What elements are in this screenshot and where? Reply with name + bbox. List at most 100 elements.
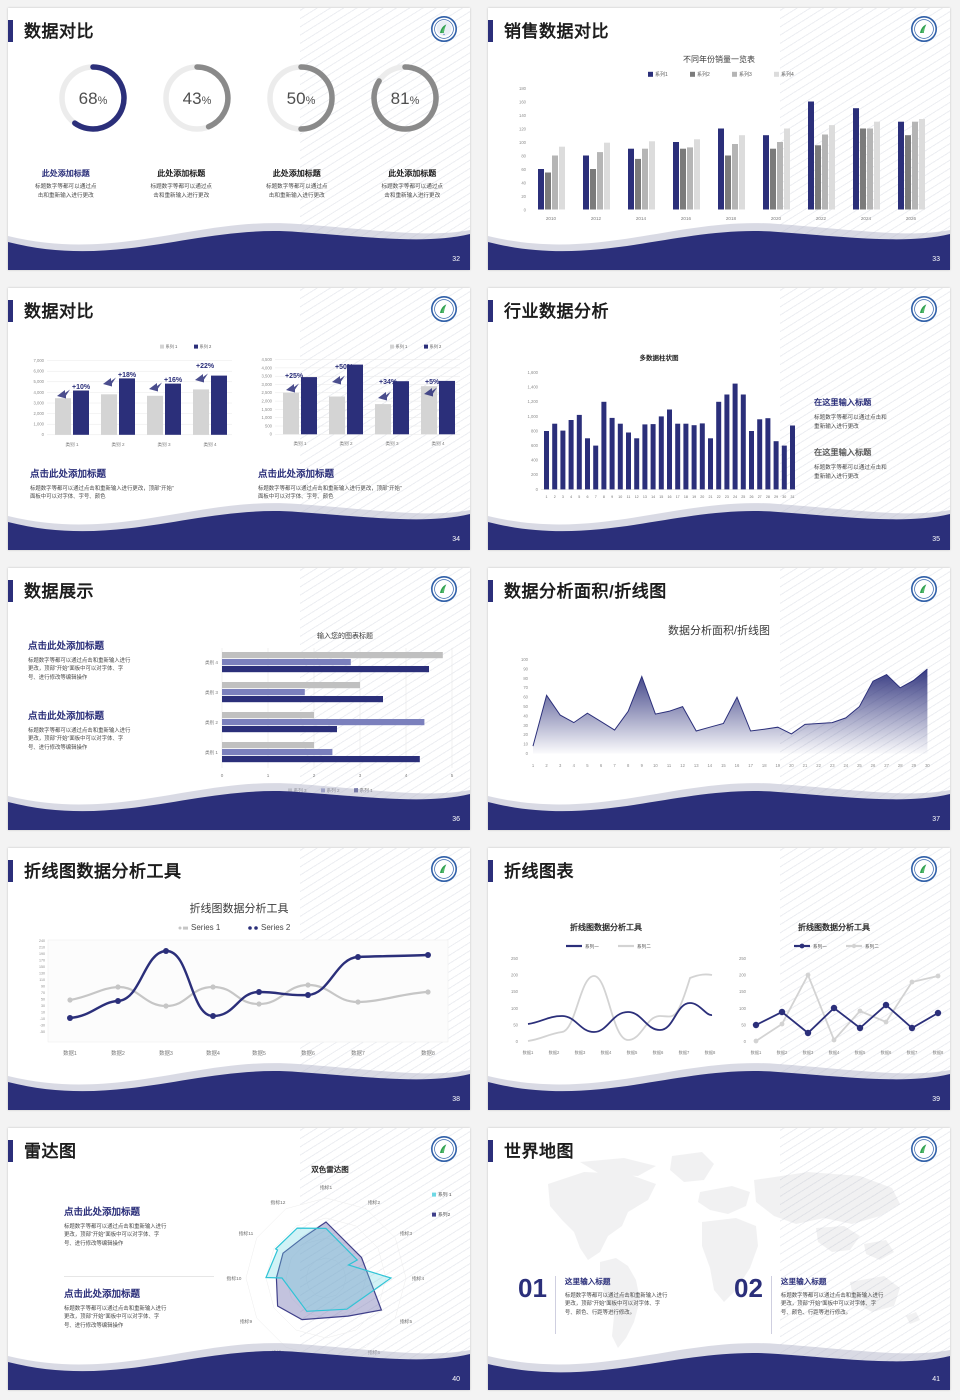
slide-38[interactable]: 折线图数据分析工具 折线图数据分析工具 Series 1 Series 2 24… — [8, 848, 470, 1110]
world-map-background — [548, 1152, 920, 1348]
svg-text:90: 90 — [523, 666, 528, 671]
slide-34[interactable]: 数据对比 系列 1 系列 2 7,000 6,000 5,000 4,000 3… — [8, 288, 470, 550]
x-tick: 数据7 — [679, 1049, 690, 1056]
svg-text:1: 1 — [532, 763, 535, 768]
school-seal-logo — [431, 1136, 457, 1162]
text-block-1: 点击此处添加标题 标题数字等都可以通过点击和重新输入进行 更改，顶部“开始”面板… — [64, 1204, 214, 1248]
svg-text:9: 9 — [611, 495, 613, 499]
x-tick: 5 — [451, 773, 454, 778]
y-axis: 180 160 140 120 100 80 60 40 20 0 — [519, 86, 527, 213]
text-block-left: 点击此处添加标题 标题数字等都可以通过点击和重新输入进行更改，顶部“开始” 面板… — [30, 466, 230, 502]
svg-text:-10: -10 — [40, 1017, 45, 1021]
legend-label-1: 系列一 — [813, 943, 827, 950]
slide-41[interactable]: 世界地图 01 这里输入标题 标题数字等都可以通过点击和重新输入进行 更改，顶部… — [488, 1128, 950, 1390]
svg-text:160: 160 — [519, 100, 527, 105]
svg-text:0: 0 — [536, 487, 539, 492]
x-axis: 2010 2012 2014 2016 2018 2020 2022 2024 … — [546, 216, 917, 221]
horizontal-bar-chart: 输入您的图表标题 类别 4 类别 3 — [205, 631, 454, 794]
cat-label: 类别 2 — [205, 719, 218, 726]
slide-33[interactable]: 销售数据对比 不同年份销量一览表 系列1 系列2 系列3 系列4 180 160 — [488, 8, 950, 270]
radar-axis-label: 指标2 — [368, 1199, 381, 1206]
x-tick: 2024 — [861, 216, 872, 221]
block-heading: 点击此处添加标题 — [64, 1289, 141, 1300]
slide-title-bar: 数据分析面积/折线图 — [488, 578, 667, 604]
chart-title: 数据分析面积/折线图 — [668, 623, 770, 637]
svg-text:30: 30 — [925, 763, 930, 768]
school-seal-logo — [431, 856, 457, 882]
slide-cell-37: 数据分析面积/折线图 数据分析面积/折线图 100 90 80 70 60 50 — [480, 560, 960, 840]
slide-40[interactable]: 雷达图 点击此处添加标题 标题数字等都可以通过点击和重新输入进行 更改，顶部“开… — [8, 1128, 470, 1390]
svg-text:70: 70 — [523, 685, 528, 690]
growth-annotations-right: +25% +50% +34% +5% — [285, 364, 440, 401]
legend-label-2: 系列 2 — [430, 343, 443, 350]
x-tick: 2022 — [816, 216, 827, 221]
growth-bar-chart-right: 系列 1 系列 2 4,500 4,000 3,500 3,000 2,500 … — [262, 343, 460, 447]
block-line3: 号、进行修改等编辑操作 — [64, 1240, 124, 1247]
y-axis: 240 210 190 170 150 130 110 90 70 50 30 10 -10… — [39, 939, 45, 1034]
legend-label-2: 系列2 — [438, 1211, 451, 1218]
block-heading: 在这里输入标题 — [814, 448, 872, 457]
slide-35[interactable]: 行业数据分析 多数据柱状图 1,600 1,400 1,200 1,000 80… — [488, 288, 950, 550]
svg-text:30: 30 — [41, 1004, 45, 1008]
x-tick: 数据2 — [111, 1049, 125, 1057]
pair-2 — [329, 364, 363, 435]
slide-37[interactable]: 数据分析面积/折线图 数据分析面积/折线图 100 90 80 70 60 50 — [488, 568, 950, 830]
x-tick: 数据8 — [705, 1049, 716, 1056]
svg-text:1,400: 1,400 — [528, 385, 539, 390]
block-line1: 标题数字等都可以通过点击和重新输入进行 — [28, 728, 131, 734]
svg-text:29: 29 — [911, 763, 916, 768]
svg-text:40: 40 — [523, 713, 528, 718]
block-heading: 点击此处添加标题 — [30, 469, 107, 480]
text-block-2: 点击此处添加标题 标题数字等都可以通过点击和重新输入进行 更改，顶部“开始”面板… — [28, 708, 178, 752]
slide-cell-36: 数据展示 点击此处添加标题 标题数字等都可以通过点击和重新输入进行 更改，顶部“… — [0, 560, 480, 840]
title-accent-bar — [8, 20, 13, 42]
radar-axis-label: 指标4 — [412, 1275, 425, 1282]
slide-cell-33: 销售数据对比 不同年份销量一览表 系列1 系列2 系列3 系列4 180 160 — [480, 0, 960, 280]
svg-text:4: 4 — [573, 763, 576, 768]
block-heading: 这里输入标题 — [564, 1277, 611, 1286]
svg-text:120: 120 — [519, 127, 527, 132]
block-text: 这里输入标题 标题数字等都可以通过点击和重新输入进行 更改，顶部“开始”面板中可… — [770, 1276, 883, 1334]
svg-text:7,000: 7,000 — [34, 358, 45, 363]
radar-axis-label: 指标5 — [400, 1318, 413, 1325]
title-accent-bar — [8, 1140, 13, 1162]
series-1-line-left — [527, 1002, 713, 1033]
svg-text:1: 1 — [546, 495, 548, 499]
legend-label-1: 系列一 — [585, 943, 599, 950]
chart-title: 折线图数据分析工具 — [798, 922, 870, 932]
page-number: 34 — [452, 536, 460, 543]
block-line2: 更改，顶部“开始”面板中可以对字体、字 — [564, 1301, 661, 1308]
slide-36[interactable]: 数据展示 点击此处添加标题 标题数字等都可以通过点击和重新输入进行 更改，顶部“… — [8, 568, 470, 830]
svg-text:4,000: 4,000 — [34, 390, 45, 395]
block-heading: 点击此处添加标题 — [28, 641, 105, 652]
svg-text:1,000: 1,000 — [262, 415, 273, 420]
svg-text:23: 23 — [725, 495, 729, 499]
footer-wave — [8, 1063, 470, 1110]
x-tick: 数据1 — [63, 1049, 77, 1057]
svg-text:11: 11 — [627, 495, 631, 499]
x-tick: 3 — [359, 773, 362, 778]
svg-text:60: 60 — [523, 695, 528, 700]
svg-text:3,000: 3,000 — [262, 382, 273, 387]
svg-text:28: 28 — [766, 495, 770, 499]
growth-label-3: +16% — [164, 377, 183, 384]
block-heading: 这里输入标题 — [780, 1277, 827, 1286]
footer-wave — [8, 1343, 470, 1390]
svg-text:✦: ✦ — [443, 33, 446, 37]
svg-text:0: 0 — [524, 208, 527, 213]
chart-title: 双色雷达图 — [311, 1164, 349, 1174]
svg-text:80: 80 — [523, 676, 528, 681]
slide-32[interactable]: 数据对比 ✦ 68% 43% — [8, 8, 470, 270]
slide-39[interactable]: 折线图表 折线图数据分析工具 系列一 系列二 250 200 150 100 50 — [488, 848, 950, 1110]
page-number: 35 — [932, 536, 940, 543]
radar-axis-label: 指标10 — [227, 1275, 242, 1282]
svg-text:3: 3 — [559, 763, 562, 768]
x-tick: 数据3 — [575, 1049, 586, 1056]
block-heading: 点击此处添加标题 — [28, 711, 105, 722]
chart-title: 不同年份销量一览表 — [683, 54, 755, 64]
school-seal-logo — [911, 576, 937, 602]
svg-text:15: 15 — [721, 763, 726, 768]
chart-title: 输入您的图表标题 — [317, 631, 373, 640]
svg-text:90: 90 — [41, 985, 45, 989]
block-line1: 标题数字等都可以通过点击和重新输入进行 — [564, 1293, 668, 1299]
